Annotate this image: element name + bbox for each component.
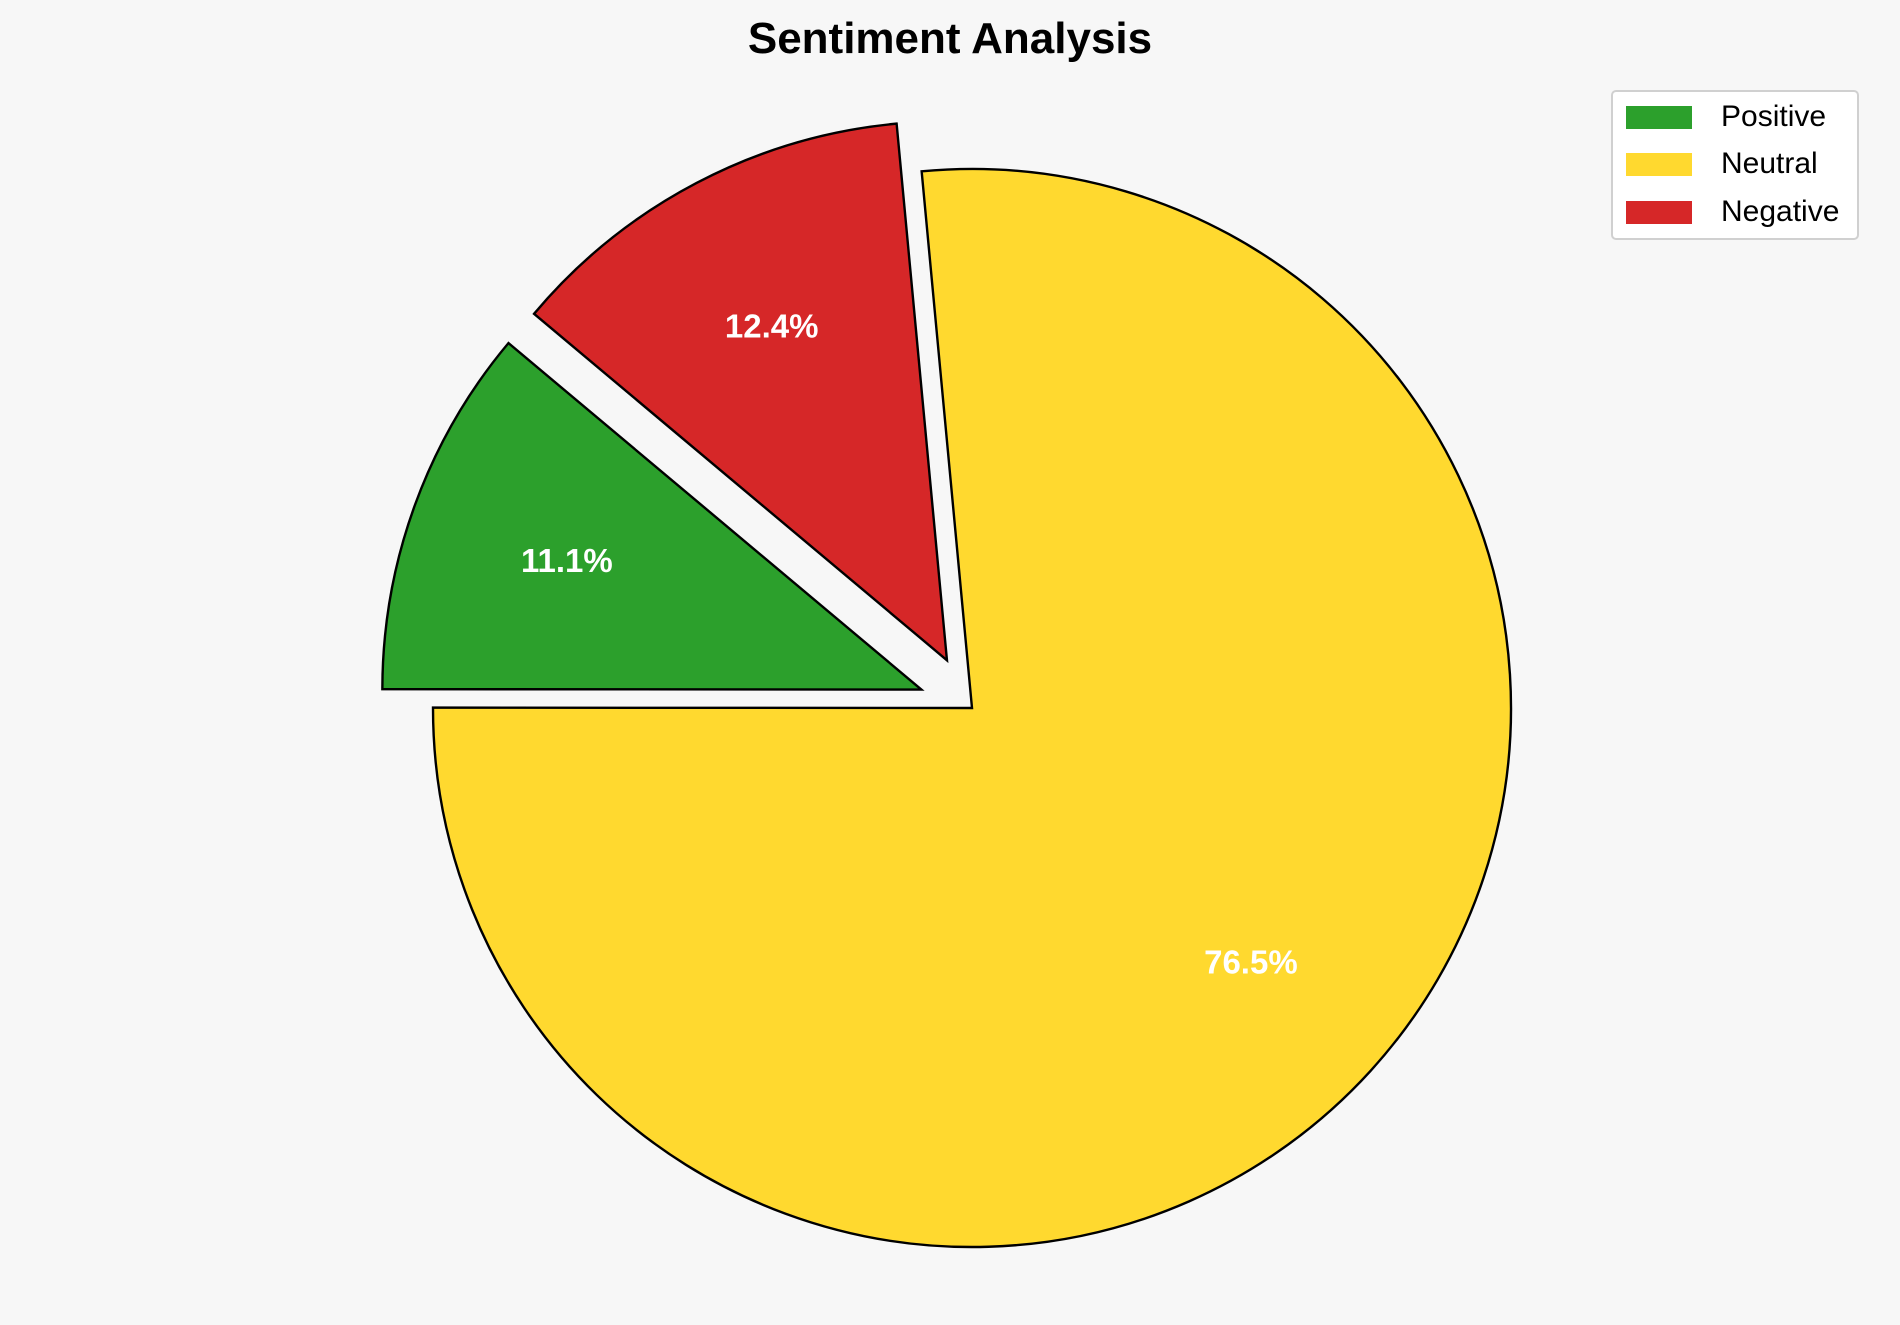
legend-swatch-positive — [1626, 105, 1692, 129]
legend-item-positive: Positive — [1626, 97, 1826, 137]
legend-label-negative: Negative — [1721, 195, 1840, 228]
legend-item-neutral: Neutral — [1626, 144, 1818, 184]
chart-title: Sentiment Analysis — [747, 14, 1153, 63]
legend-label-positive: Positive — [1721, 100, 1827, 133]
legend-swatch-negative — [1626, 200, 1692, 224]
pie-slice-positive — [381, 341, 925, 691]
pct-label-negative: 12.4% — [725, 308, 819, 345]
pie-slice-neutral — [431, 167, 1513, 1249]
legend: Positive Neutral Negative — [1611, 90, 1859, 240]
pct-label-positive: 11.1% — [521, 542, 613, 579]
pct-label-neutral: 76.5% — [1204, 944, 1298, 981]
legend-label-neutral: Neutral — [1721, 147, 1818, 180]
legend-swatch-neutral — [1626, 152, 1692, 176]
legend-item-negative: Negative — [1626, 192, 1839, 232]
pie-slice-negative — [532, 122, 949, 664]
